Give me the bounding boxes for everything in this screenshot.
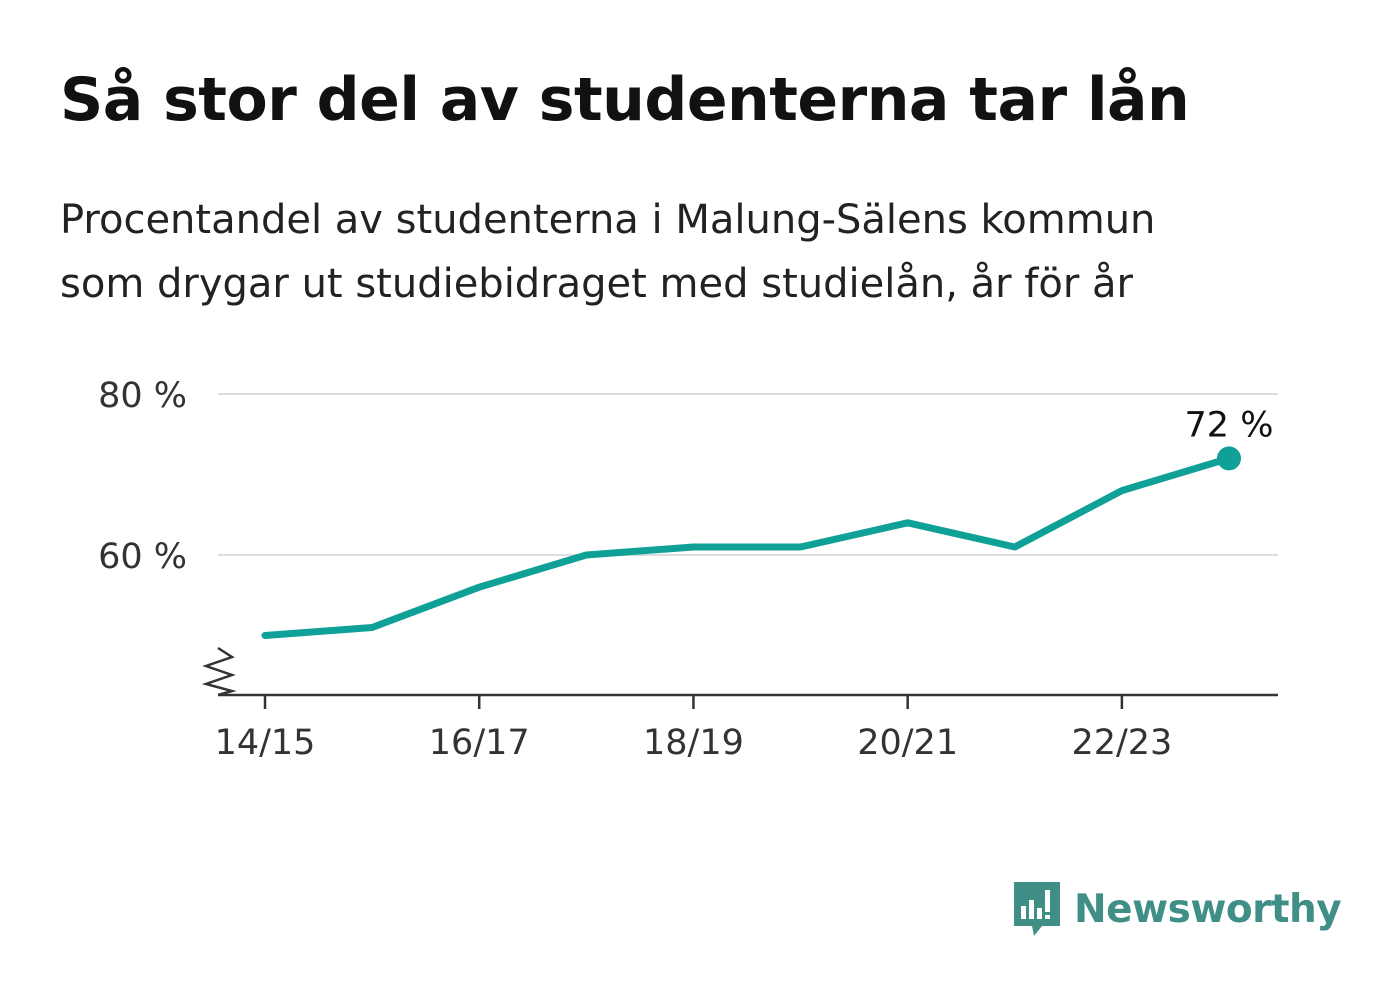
chart-title: Så stor del av studenterna tar lån (60, 65, 1190, 135)
y-tick-label-80: 80 % (98, 376, 187, 416)
x-tick-label-14/15: 14/15 (215, 723, 316, 763)
chart-subtitle: Procentandel av studenterna i Malung-Säl… (60, 188, 1320, 316)
newsworthy-logo: Newsworthy (1010, 878, 1342, 940)
bar-chart-speech-bubble-icon (1014, 882, 1060, 936)
series-line (261, 454, 1233, 639)
x-tick-label-22/23: 22/23 (1071, 723, 1172, 763)
y-tick-label-60: 60 % (98, 537, 187, 577)
logo-text: Newsworthy (1074, 886, 1342, 932)
subtitle-line-1: Procentandel av studenterna i Malung-Säl… (60, 197, 1156, 243)
x-tick-label-16/17: 16/17 (429, 723, 530, 763)
y-axis-break (201, 646, 237, 697)
axes (201, 646, 1278, 709)
gridlines (218, 393, 1278, 556)
subtitle-line-2: som drygar ut studiebidraget med studiel… (60, 261, 1133, 307)
end-value-label: 72 % (1185, 405, 1274, 445)
x-tick-label-18/19: 18/19 (643, 723, 744, 763)
x-tick-label-20/21: 20/21 (857, 723, 958, 763)
series (261, 446, 1241, 639)
labels: 60 % 80 % 14/15 16/17 18/19 20/21 22/23 72 % (98, 376, 1273, 763)
end-point-marker (1217, 446, 1241, 471)
